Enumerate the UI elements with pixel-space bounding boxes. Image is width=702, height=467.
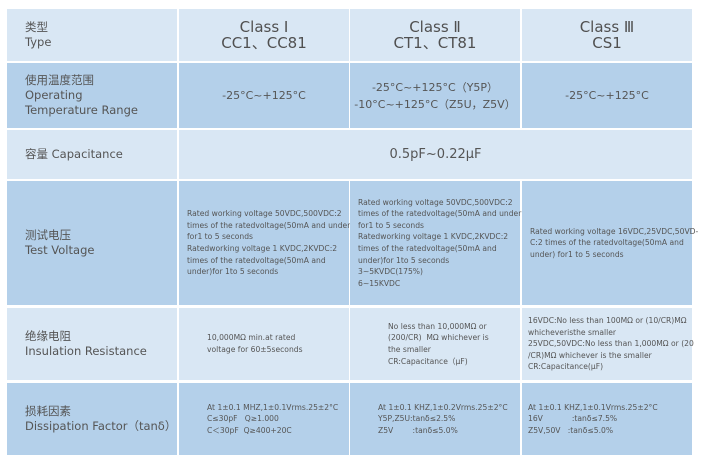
test-voltage-value: Rated working voltage 16VDC,25VDC,50VD- C… <box>522 181 699 305</box>
insulation-text: whicheveristhe smaller <box>528 327 617 337</box>
insulation-text: CR:Capacitance(μF) <box>528 362 604 372</box>
class-types: CC1、CC81 <box>221 34 307 52</box>
insulation-label-en: Insulation Resistance <box>25 344 147 358</box>
header-label: 类型 Type <box>7 9 177 61</box>
insulation-text: CR:Capacitance（μF) <box>388 356 468 366</box>
temperature-text: -25°C~+125°C <box>222 89 306 102</box>
insulation-value: 10,000MΩ min.at rated voltage for 60±5sec… <box>179 308 349 380</box>
dissipation-text: Z5V,50V :tanδ≤5.0% <box>528 425 614 435</box>
temperature-text: -10°C~+125°C（Z5U，Z5V） <box>354 97 516 111</box>
test_voltage-text: Ratedworking voltage 1 KVDC,2KVDC:2 <box>358 232 509 242</box>
dissipation-label-en: Dissipation Factor（tanδ） <box>25 419 177 433</box>
dissipation-text: At 1±0.1 KHZ,1±0.1Vrms.25±2°C <box>528 402 658 412</box>
test_voltage-text: for1 to 5 seconds <box>358 220 425 230</box>
insulation-value: No less than 10,000MΩ or (200/CR) MΩ whic… <box>350 308 520 380</box>
test-voltage-label: 测试电压 Test Voltage <box>7 181 177 305</box>
capacitance-label: 容量 Capacitance <box>7 130 177 179</box>
test_voltage-text: times of the ratedvoltage(50mA and under… <box>358 209 525 219</box>
insulation-label-cn: 绝缘电阻 <box>25 329 71 343</box>
class-name: Class Ⅰ <box>239 18 289 36</box>
temperature-text: -25°C~+125°C（Y5P） <box>371 80 499 94</box>
insulation-text: 16VDC:No less than 100MΩ or (10/CR)MΩ <box>528 316 687 326</box>
dissipation-value: At 1±0.1 KHZ,1±0.1Vrms.25±2°C 16V :tanδ≤7… <box>522 383 692 455</box>
test_voltage-text: 3~5KVDC(175%) <box>358 267 423 277</box>
class-types: CT1、CT81 <box>393 34 477 52</box>
temperature-label-text: 使用温度范围 <box>25 73 94 87</box>
insulation-text: 25VDC,50VDC:No less than 1,000MΩ or (20 <box>528 339 694 349</box>
dissipation-text: 16V :tanδ≤7.5% <box>528 414 618 424</box>
dissipation-text: Z5V :tanδ≤5.0% <box>378 425 458 435</box>
insulation-value: 16VDC:No less than 100MΩ or (10/CR)MΩ whi… <box>522 308 694 380</box>
insulation-label: 绝缘电阻 Insulation Resistance <box>7 308 177 380</box>
test_voltage-text: Ratedworking voltage 1 KVDC,2KVDC:2 <box>187 244 338 253</box>
insulation-text: (200/CR) MΩ whichever is <box>388 333 489 343</box>
insulation-text: No less than 10,000MΩ or <box>388 321 487 331</box>
insulation-text: voltage for 60±5seconds <box>207 345 303 354</box>
type-label-en: Type <box>25 35 52 49</box>
temperature-value: -25°C~+125°C <box>522 63 692 128</box>
test_voltage-text: times of the ratedvoltage(50mA and <box>187 255 326 265</box>
class-name: Class Ⅱ <box>409 18 461 36</box>
test_voltage-text: for1 to 5 seconds <box>187 232 254 242</box>
class-header: Class Ⅲ CS1 <box>522 9 692 61</box>
temperature-text: -25°C~+125°C <box>565 89 649 102</box>
test_voltage-label-cn: 测试电压 <box>25 228 71 242</box>
insulation-text: 10,000MΩ min.at rated <box>207 333 296 343</box>
class-types: CS1 <box>592 34 622 52</box>
temperature-label-text: Operating <box>25 88 83 102</box>
test_voltage-text: under) for1 to 5 seconds <box>530 249 624 259</box>
test_voltage-text: Rated working voltage 16VDC,25VDC,50VD- <box>530 226 699 236</box>
dissipation-text: At 1±0.1 MHZ,1±0.1Vrms.25±2°C <box>207 402 339 412</box>
dissipation-value: At 1±0.1 MHZ,1±0.1Vrms.25±2°C C≤30pF Q≥1.… <box>179 383 349 455</box>
dissipation-text: At 1±0.1 KHZ,1±0.2Vrms.25±2°C <box>378 402 508 412</box>
temperature-value: -25°C~+125°C（Y5P） -10°C~+125°C（Z5U，Z5V） <box>350 63 520 128</box>
dissipation-label: 损耗因素 Dissipation Factor（tanδ） <box>7 383 177 455</box>
dissipation-text: C＜30pF Q≥400+20C <box>207 425 292 435</box>
temperature-label-text: Temperature Range <box>25 103 138 117</box>
test-voltage-value: Rated working voltage 50VDC,500VDC:2 time… <box>350 181 525 305</box>
test_voltage-text: 6~15KVDC <box>358 278 401 288</box>
class-header: Class Ⅱ CT1、CT81 <box>350 9 520 61</box>
capacitance-label-text: 容量 Capacitance <box>25 147 123 161</box>
test_voltage-text: C:2 times of the ratedvoltage(50mA and <box>530 238 684 248</box>
test-voltage-value: Rated working voltage 50VDC,500VDC:2 time… <box>179 181 354 305</box>
test_voltage-text: under)for 1to 5 seconds <box>187 267 279 277</box>
test_voltage-text: Rated working voltage 50VDC,500VDC:2 <box>187 209 342 219</box>
insulation-text: /CR)MΩ whichever is the smaller <box>528 350 652 360</box>
class-name: Class Ⅲ <box>579 18 635 36</box>
test_voltage-text: Rated working voltage 50VDC,500VDC:2 <box>358 197 513 207</box>
dissipation-label-cn: 损耗因素 <box>25 404 71 418</box>
dissipation-text: C≤30pF Q≥1.000 <box>207 414 279 424</box>
test_voltage-text: times of the ratedvoltage(50mA and under… <box>187 220 354 230</box>
type-label-cn: 类型 <box>25 20 48 34</box>
insulation-text: the smaller <box>388 345 431 354</box>
test_voltage-label-en: Test Voltage <box>25 243 95 257</box>
dissipation-text: Y5P,Z5U:tanδ≤2.5% <box>378 414 456 424</box>
class-header: Class Ⅰ CC1、CC81 <box>179 9 349 61</box>
test_voltage-text: under)for 1to 5 seconds <box>358 255 450 265</box>
dissipation-value: At 1±0.1 KHZ,1±0.2Vrms.25±2°C Y5P,Z5U:tan… <box>350 383 520 455</box>
temperature-label: 使用温度范围 Operating Temperature Range <box>7 63 177 128</box>
temperature-value: -25°C~+125°C <box>179 63 349 128</box>
capacitance-value: 0.5pF~0.22μF <box>179 130 692 179</box>
capacitance-value-text: 0.5pF~0.22μF <box>389 147 482 162</box>
test_voltage-text: times of the ratedvoltage(50mA and <box>358 244 497 253</box>
